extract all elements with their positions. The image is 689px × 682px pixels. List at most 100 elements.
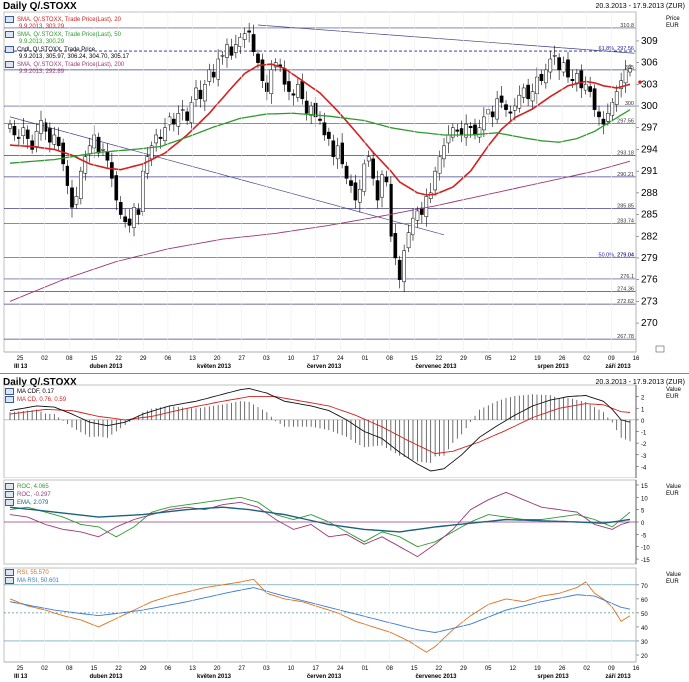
- legend-label: EMA, 2.079: [17, 500, 49, 507]
- legend-entry[interactable]: SMA, Q/.STOXX, Trade Price(Last), 20: [5, 16, 129, 24]
- price-candle: [70, 179, 74, 218]
- price-level-label: 276.1: [620, 274, 634, 280]
- y-axis-unit-label: Value: [666, 387, 682, 393]
- price-candle: [8, 119, 12, 133]
- y-tick-label: 291: [641, 166, 658, 177]
- price-candle: [588, 76, 592, 98]
- x-tick-label: 06: [164, 356, 171, 362]
- price-candle: [229, 38, 234, 60]
- price-candle: [136, 203, 141, 225]
- x-tick-label: 05: [485, 356, 492, 362]
- y-tick-label: -3: [641, 454, 647, 460]
- x-tick-label: 02: [583, 666, 590, 672]
- price-candle: [566, 51, 570, 83]
- price-candle: [220, 51, 225, 65]
- y-axis-unit-label: Value: [666, 572, 682, 578]
- x-tick-label: 22: [436, 356, 443, 362]
- y-tick-label: 279: [641, 253, 658, 264]
- candle-body: [114, 175, 119, 201]
- price-candle: [327, 127, 331, 146]
- price-candle: [132, 202, 136, 237]
- price-candle: [158, 129, 163, 149]
- last-value-marker-icon: [638, 80, 642, 84]
- price-level-label: 274.36: [617, 287, 634, 293]
- x-tick-label: 27: [238, 666, 245, 672]
- x-month-label: červen 2013: [307, 364, 342, 370]
- price-candle: [614, 85, 619, 112]
- price-candle: [167, 112, 172, 131]
- price-candle: [309, 101, 313, 125]
- y-tick-label: 270: [641, 318, 658, 329]
- candle-body: [194, 87, 198, 100]
- legend-entry[interactable]: ROC, -0.297: [5, 491, 51, 499]
- legend-swatch-icon: [5, 491, 14, 499]
- candle-body: [566, 59, 570, 78]
- candle-body: [335, 145, 340, 160]
- legend-entry[interactable]: RSI, 55.570: [5, 569, 59, 577]
- candle-body: [517, 94, 522, 109]
- x-tick-label: 16: [633, 356, 640, 362]
- legend-swatch-icon: [5, 577, 14, 585]
- price-candle: [101, 143, 105, 156]
- x-tick-label: 02: [583, 356, 590, 362]
- candle-body: [127, 218, 132, 226]
- price-candle: [83, 150, 88, 181]
- candle-body: [583, 84, 588, 91]
- price-candle: [30, 134, 34, 154]
- legend-entry[interactable]: MA RSI, 50.601: [5, 577, 59, 585]
- panel-settings-icon: [655, 345, 665, 353]
- candle-body: [198, 89, 203, 100]
- candle-body: [65, 165, 70, 186]
- candle-body: [433, 170, 437, 191]
- price-chart[interactable]: 310.8 305 297.56 300 293.18 290.21 285.85 283.7…: [0, 0, 689, 373]
- price-candle: [402, 244, 406, 292]
- price-candle: [269, 60, 274, 104]
- candle-body: [87, 145, 92, 155]
- candle-body: [442, 145, 446, 160]
- candle-body: [158, 136, 163, 139]
- price-candle: [194, 80, 198, 107]
- candle-body: [287, 81, 291, 92]
- price-candle: [216, 49, 220, 87]
- price-candle: [176, 105, 181, 135]
- candle-body: [229, 46, 234, 56]
- legend-entry[interactable]: EMA, 2.079: [5, 499, 51, 507]
- candle-body: [234, 44, 238, 53]
- x-tick-label: 27: [238, 356, 245, 362]
- legend-entry[interactable]: MA CDF, 0.17: [5, 388, 66, 396]
- price-candle: [17, 129, 21, 146]
- trend-line: [257, 24, 635, 54]
- price-candle: [149, 141, 154, 167]
- price-candle: [552, 45, 557, 65]
- y-axis-unit-label: Value: [666, 484, 682, 490]
- x-tick-label: 22: [436, 666, 443, 672]
- y-tick-label: 306: [641, 58, 658, 69]
- legend-entry[interactable]: SMA, Q/.STOXX, Trade Price(Last), 200: [5, 61, 129, 69]
- x-month-label: září 2013: [605, 674, 631, 680]
- candle-body: [56, 136, 61, 147]
- price-candle: [331, 134, 336, 166]
- legend-entry[interactable]: MA CD, 0.76, 0.59: [5, 396, 66, 404]
- candle-body: [544, 69, 548, 84]
- candle-body: [353, 182, 358, 201]
- legend-entry[interactable]: SMA, Q/.STOXX, Trade Price(Last), 50: [5, 31, 129, 39]
- price-candle: [87, 137, 92, 163]
- price-candle: [610, 98, 615, 122]
- y-tick-label: -5: [641, 533, 647, 539]
- candle-body: [455, 129, 460, 132]
- legend-entry[interactable]: Cndl, Q/.STOXX, Trade Price: [5, 46, 129, 54]
- price-candle: [579, 64, 584, 99]
- legend-label: ROC, -0.297: [17, 492, 51, 499]
- price-candle: [39, 110, 43, 141]
- x-tick-label: 19: [534, 666, 541, 672]
- x-tick-label: 01: [362, 356, 369, 362]
- legend-entry[interactable]: ROC, 4.065: [5, 483, 51, 491]
- price-candle: [141, 163, 145, 216]
- x-tick-label: 20: [214, 666, 221, 672]
- price-candle: [335, 137, 340, 169]
- y-tick-label: 276: [641, 275, 658, 286]
- y-axis-currency-label: EUR: [666, 394, 679, 400]
